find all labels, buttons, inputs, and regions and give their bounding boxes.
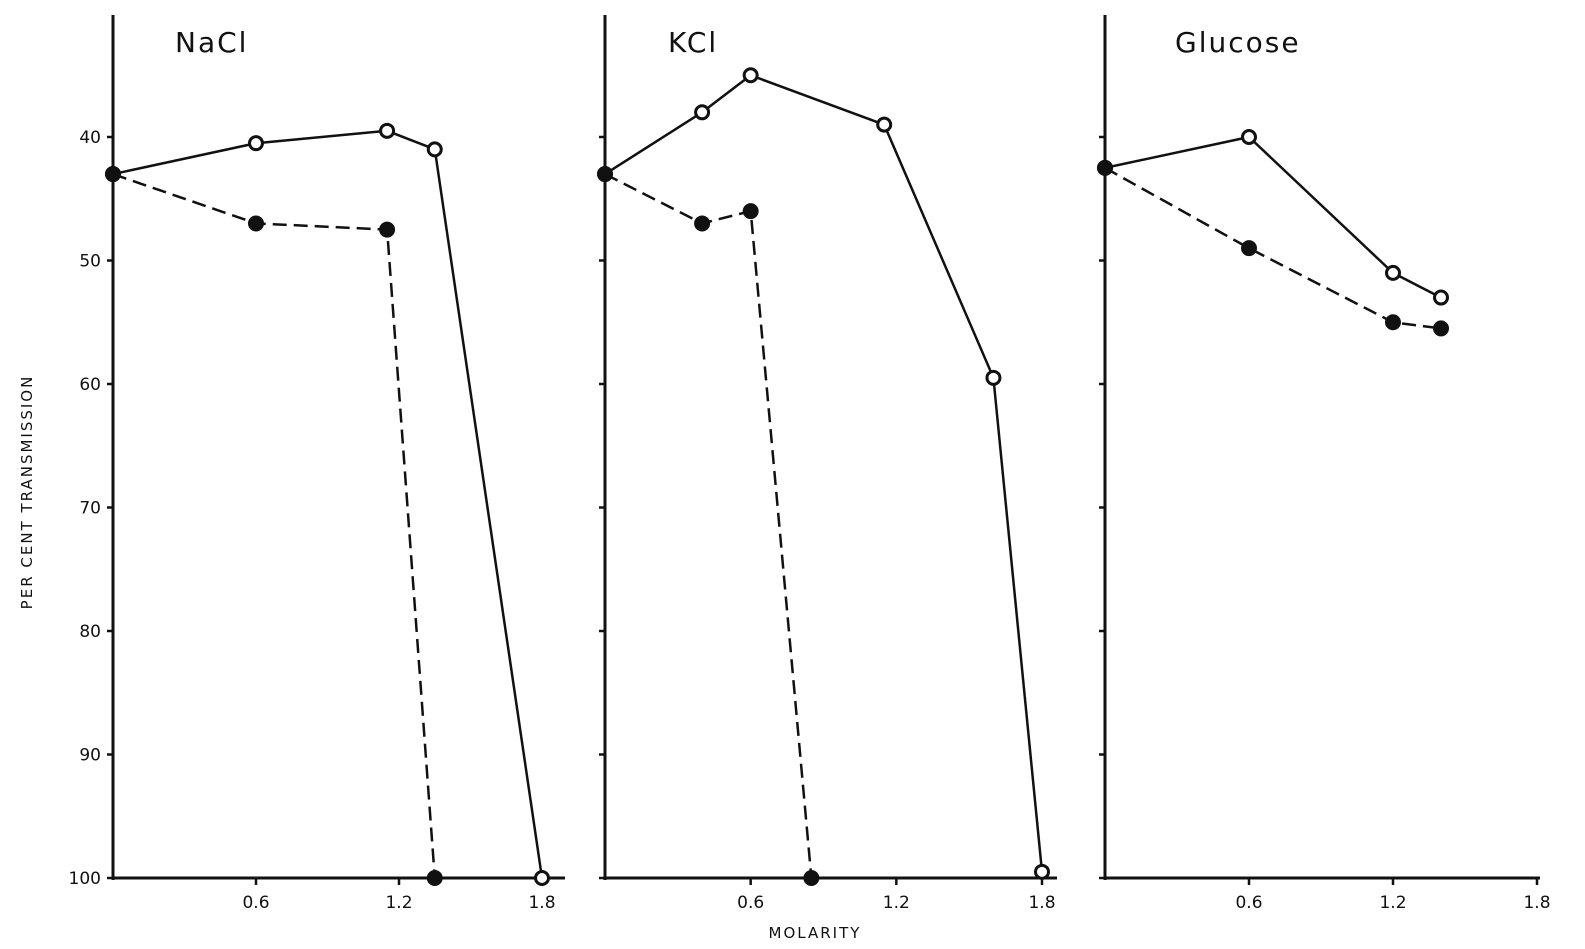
x-tick-label: 0.6	[737, 893, 764, 913]
solid-series-line	[604, 74, 1044, 872]
y-tick-label: 70	[79, 499, 101, 519]
y-tick-label: 90	[79, 746, 101, 766]
x-tick-label: 0.6	[1235, 893, 1262, 913]
panel-2: KCl 0.6 1.2 1.8	[597, 15, 1057, 913]
filled-circle-point	[1097, 159, 1113, 176]
x-tick-label: 1.8	[528, 893, 555, 913]
filled-circle-point	[1433, 320, 1449, 337]
panel-title: KCl	[668, 26, 718, 59]
open-circle-point	[694, 104, 711, 121]
open-circle-point	[1385, 264, 1401, 281]
open-circle-point	[1241, 129, 1257, 145]
filled-circle-point	[379, 221, 396, 238]
y-tick-label: 40	[79, 128, 101, 148]
open-circle-point	[1034, 863, 1050, 880]
filled-circle-point	[1385, 314, 1401, 331]
open-circle-point	[1433, 289, 1449, 306]
x-tick-label: 1.2	[883, 893, 910, 913]
x-tick-label: 1.2	[385, 893, 412, 913]
chart-panels: NaCl 40 50 60 70 80 90 100 0.6 1.2 1.8 KCl 0.6 1.2 1.8…	[69, 15, 1551, 913]
panel-title: NaCl	[175, 26, 248, 59]
y-tick-label: 100	[69, 869, 101, 889]
x-tick-label: 1.2	[1379, 893, 1406, 913]
y-tick-label: 50	[79, 252, 101, 272]
open-circle-point	[534, 870, 550, 886]
open-circle-point	[742, 67, 759, 84]
x-axis-label: MOLARITY	[769, 924, 862, 942]
dashed-series-line	[112, 172, 437, 879]
open-circle-point	[876, 116, 893, 133]
panel-1: NaCl 40 50 60 70 80 90 100 0.6 1.2 1.8	[69, 15, 565, 913]
x-tick-label: 1.8	[1523, 893, 1550, 913]
x-tick-label: 0.6	[242, 893, 269, 913]
open-circle-point	[379, 122, 396, 139]
open-circle-point	[426, 141, 443, 158]
dashed-series-line	[1104, 166, 1442, 330]
open-circle-point	[248, 135, 264, 152]
open-circle-point	[985, 369, 1002, 386]
filled-circle-point	[426, 870, 443, 886]
filled-circle-point	[105, 166, 121, 183]
y-axis-label: PER CENT TRANSMISSION	[18, 375, 36, 610]
filled-circle-point	[694, 215, 711, 232]
solid-series-line	[112, 129, 544, 879]
filled-circle-point	[742, 203, 759, 220]
y-tick-label: 60	[79, 375, 101, 395]
panel-title: Glucose	[1175, 26, 1301, 59]
y-tick-label: 80	[79, 622, 101, 642]
filled-circle-point	[597, 166, 613, 183]
solid-series-line	[1104, 135, 1442, 299]
filled-circle-point	[248, 215, 264, 232]
filled-circle-point	[1241, 240, 1257, 257]
dashed-series-line	[604, 172, 813, 879]
x-tick-label: 1.8	[1028, 893, 1055, 913]
panel-3: Glucose 0.6 1.2 1.8	[1097, 15, 1551, 913]
filled-circle-point	[803, 870, 820, 886]
